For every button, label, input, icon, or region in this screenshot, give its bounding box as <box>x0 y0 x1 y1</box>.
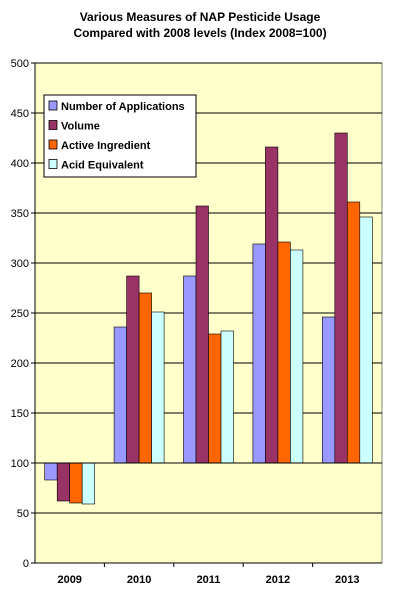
bar-volume-2012 <box>265 146 279 464</box>
x-tick-label: 2013 <box>335 574 359 586</box>
bar-active-ingredient-2012 <box>277 241 291 464</box>
legend-swatch <box>48 120 58 130</box>
bar-active-ingredient-2011 <box>208 333 222 464</box>
y-tick-label: 450 <box>11 108 29 120</box>
y-tick-label: 0 <box>23 558 29 570</box>
legend-swatch <box>48 159 58 169</box>
legend-label: Active Ingredient <box>61 140 151 152</box>
y-tick-label: 250 <box>11 308 29 320</box>
legend-swatch <box>48 139 58 150</box>
x-tick-label: 2011 <box>197 574 221 586</box>
legend-label: Acid Equivalent <box>61 160 144 172</box>
legend-box <box>43 94 197 178</box>
bar-acid-equivalent-2011 <box>220 330 234 464</box>
y-tick-label: 350 <box>11 208 29 220</box>
bar-number-of-applications-2009 <box>44 462 58 481</box>
bar-number-of-applications-2011 <box>183 275 197 464</box>
chart-title-line-1: Various Measures of NAP Pesticide Usage <box>79 10 321 24</box>
bar-volume-2011 <box>195 205 209 464</box>
y-tick-label: 200 <box>11 358 29 370</box>
bar-number-of-applications-2012 <box>252 243 266 464</box>
y-tick-label: 500 <box>11 58 29 70</box>
chart-title-line-2: Compared with 2008 levels (Index 2008=10… <box>73 26 327 40</box>
x-tick-label: 2009 <box>57 574 81 586</box>
bar-volume-2009 <box>56 462 71 502</box>
x-tick-label: 2010 <box>127 574 151 586</box>
y-tick-label: 400 <box>11 158 29 170</box>
bar-acid-equivalent-2010 <box>151 311 165 464</box>
bar-volume-2013 <box>334 132 348 464</box>
bar-active-ingredient-2009 <box>69 462 83 504</box>
bar-number-of-applications-2010 <box>113 326 127 464</box>
bar-active-ingredient-2013 <box>346 201 361 464</box>
bar-active-ingredient-2010 <box>138 292 152 464</box>
legend-label: Volume <box>61 121 100 133</box>
y-tick-label: 100 <box>11 458 29 470</box>
legend-swatch <box>48 100 58 111</box>
y-tick-label: 50 <box>17 508 29 520</box>
y-tick-label: 150 <box>11 408 29 420</box>
bar-acid-equivalent-2012 <box>290 249 304 464</box>
bar-acid-equivalent-2009 <box>81 462 95 505</box>
x-tick-label: 2012 <box>266 574 290 586</box>
y-tick-label: 300 <box>11 258 29 270</box>
bar-volume-2010 <box>126 275 140 464</box>
legend-label: Number of Applications <box>61 101 185 113</box>
bar-acid-equivalent-2013 <box>359 216 373 464</box>
bar-number-of-applications-2013 <box>321 316 336 464</box>
